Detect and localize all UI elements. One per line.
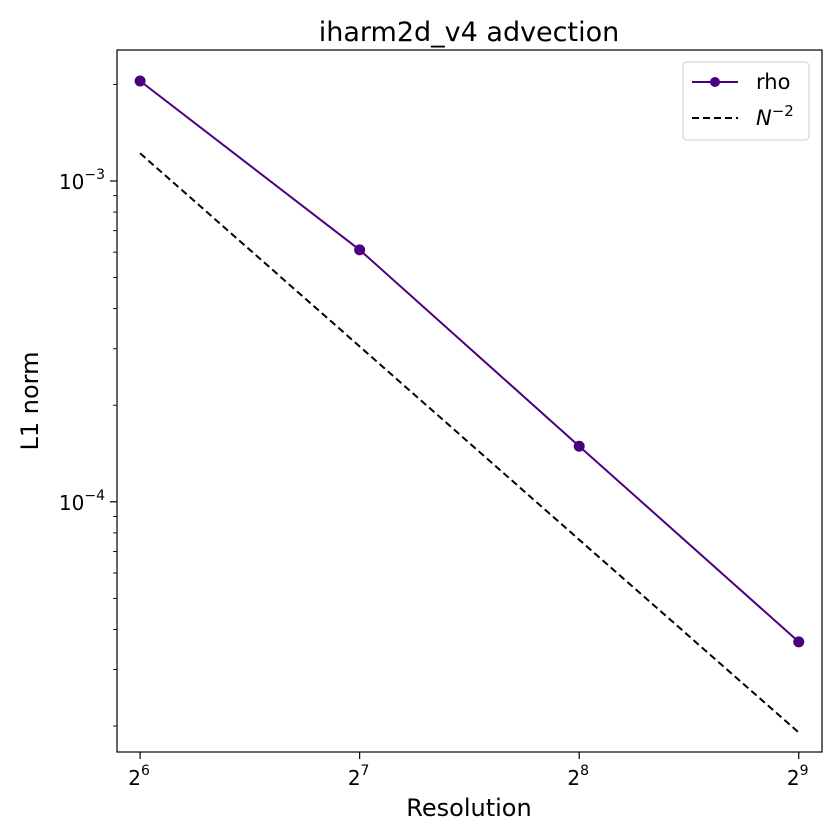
y-minor-ticks — [113, 83, 117, 727]
y-tick-label: 10−4 — [59, 488, 105, 515]
data-point-rho — [134, 75, 146, 87]
y-axis-label: L1 norm — [16, 352, 44, 451]
data-point-rho — [354, 244, 366, 256]
data-point-rho — [793, 636, 805, 648]
x-axis-ticks: 26 27 28 29 — [128, 752, 809, 790]
series-line-rho — [139, 80, 800, 643]
series-line-n-squared — [139, 152, 800, 734]
legend-n2-label: N−2 — [756, 102, 794, 130]
x-tick-label: 29 — [787, 763, 809, 790]
y-axis-ticks: 10−4 10−3 — [59, 167, 117, 515]
x-tick-label: 26 — [128, 763, 150, 790]
chart-title: iharm2d_v4 advection — [319, 17, 619, 48]
plot-area-frame — [116, 49, 823, 753]
x-tick-label: 27 — [348, 763, 370, 790]
legend: rho N−2 — [682, 61, 810, 141]
y-tick-label: 10−3 — [59, 167, 105, 194]
legend-rho-label: rho — [756, 70, 790, 94]
series-layer — [134, 75, 805, 734]
x-axis-label: Resolution — [406, 794, 531, 822]
data-point-rho — [573, 440, 585, 452]
legend-rho-marker — [710, 77, 720, 87]
x-tick-label: 28 — [567, 763, 589, 790]
